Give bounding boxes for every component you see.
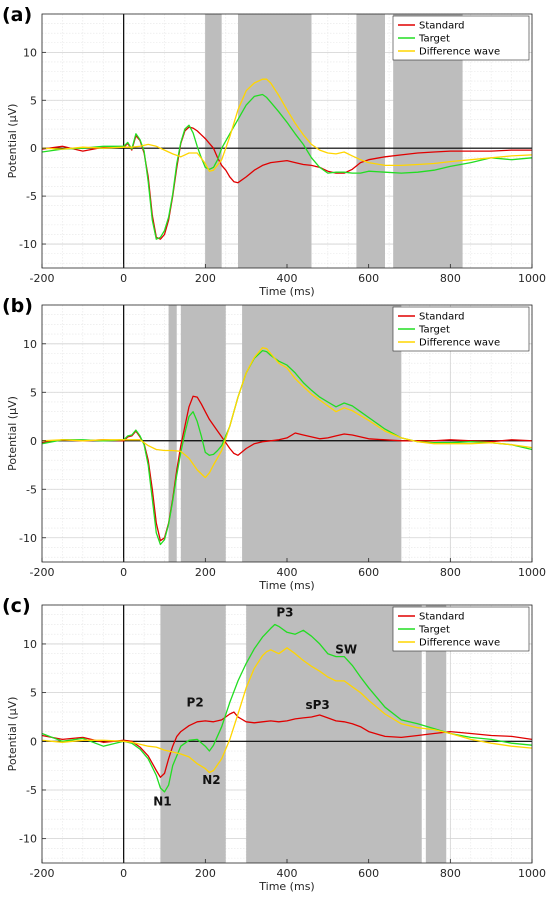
panel-c: -200 0 200 400 600 800 1000 -10 -5 0 5 10 Time (ms) P… bbox=[2, 595, 546, 893]
y-tick-label: -5 bbox=[26, 190, 37, 203]
legend-box bbox=[392, 606, 530, 652]
x-tick-label: -200 bbox=[30, 867, 55, 880]
legend-entry: Difference wave bbox=[419, 47, 500, 58]
y-tick-label: 0 bbox=[30, 142, 37, 155]
y-axis-label: Potential (μV) bbox=[6, 697, 19, 772]
series-line-standard bbox=[41, 711, 533, 778]
significance-shade bbox=[425, 605, 447, 863]
legend-entry: Standard bbox=[419, 21, 465, 32]
component-annotation: P2 bbox=[187, 695, 204, 709]
y-tick-label: -5 bbox=[26, 784, 37, 797]
panel-label: (a) bbox=[2, 4, 32, 26]
series-line-difference-wave bbox=[41, 647, 533, 774]
x-tick-label: 1000 bbox=[518, 867, 546, 880]
legend-entry: Difference wave bbox=[419, 638, 500, 649]
significance-shade bbox=[356, 14, 385, 268]
series-line-difference-wave bbox=[41, 347, 533, 479]
x-tick-label: 200 bbox=[195, 272, 216, 285]
y-tick-label: 0 bbox=[30, 735, 37, 748]
significance-shade bbox=[160, 605, 226, 863]
x-tick-label: 0 bbox=[120, 566, 127, 579]
legend-entry: Target bbox=[418, 34, 450, 45]
legend-box bbox=[392, 306, 530, 352]
panel-a: -200 0 200 400 600 800 1000 -10 -5 0 5 10 Time (ms) P… bbox=[2, 4, 546, 298]
y-tick-label: 10 bbox=[23, 338, 37, 351]
panel-b: -200 0 200 400 600 800 1000 -10 -5 0 5 10 Time (ms) P… bbox=[2, 295, 546, 592]
component-annotation: sP3 bbox=[305, 698, 329, 712]
y-tick-label: -5 bbox=[26, 483, 37, 496]
component-annotation: N2 bbox=[202, 773, 220, 787]
x-tick-label: 0 bbox=[120, 867, 127, 880]
x-axis-label: Time (ms) bbox=[258, 880, 314, 893]
legend-entry: Target bbox=[418, 625, 450, 636]
x-tick-label: 600 bbox=[358, 566, 379, 579]
component-annotation: SW bbox=[335, 643, 357, 657]
series-line-target bbox=[41, 93, 533, 240]
component-annotation: P3 bbox=[276, 606, 293, 620]
legend-box bbox=[392, 15, 530, 61]
x-tick-label: 200 bbox=[195, 566, 216, 579]
x-tick-label: 800 bbox=[440, 566, 461, 579]
x-tick-label: 800 bbox=[440, 272, 461, 285]
y-tick-label: 5 bbox=[30, 94, 37, 107]
x-tick-label: 400 bbox=[277, 867, 298, 880]
y-tick-label: 10 bbox=[23, 638, 37, 651]
y-tick-label: 5 bbox=[30, 687, 37, 700]
legend-entry: Standard bbox=[419, 312, 465, 323]
significance-shade bbox=[238, 14, 312, 268]
y-tick-label: -10 bbox=[19, 532, 37, 545]
x-axis-label: Time (ms) bbox=[258, 579, 314, 592]
legend-entry: Standard bbox=[419, 612, 465, 623]
x-tick-label: 0 bbox=[120, 272, 127, 285]
legend-entry: Difference wave bbox=[419, 338, 500, 349]
y-tick-label: 5 bbox=[30, 386, 37, 399]
y-axis-label: Potential (μV) bbox=[6, 104, 19, 179]
component-annotation: N1 bbox=[153, 795, 171, 809]
x-tick-label: -200 bbox=[30, 566, 55, 579]
significance-shade bbox=[242, 305, 402, 562]
series-line-difference-wave bbox=[41, 78, 533, 172]
x-tick-label: 400 bbox=[277, 566, 298, 579]
significance-shade bbox=[246, 605, 422, 863]
significance-shade bbox=[180, 305, 226, 562]
series-line-target bbox=[41, 623, 533, 793]
x-tick-label: 200 bbox=[195, 867, 216, 880]
x-tick-label: 600 bbox=[358, 272, 379, 285]
y-tick-label: 0 bbox=[30, 435, 37, 448]
panel-label: (c) bbox=[2, 595, 31, 617]
y-tick-label: -10 bbox=[19, 833, 37, 846]
legend-entry: Target bbox=[418, 325, 450, 336]
y-tick-label: 10 bbox=[23, 46, 37, 59]
y-tick-label: -10 bbox=[19, 238, 37, 251]
x-tick-label: -200 bbox=[30, 272, 55, 285]
series-line-target bbox=[41, 349, 533, 546]
x-axis-label: Time (ms) bbox=[258, 285, 314, 298]
panel-label: (b) bbox=[2, 295, 33, 317]
x-tick-label: 1000 bbox=[518, 566, 546, 579]
x-tick-label: 400 bbox=[277, 272, 298, 285]
x-tick-label: 600 bbox=[358, 867, 379, 880]
significance-shade bbox=[205, 14, 222, 268]
x-tick-label: 1000 bbox=[518, 272, 546, 285]
significance-shade bbox=[168, 305, 177, 562]
y-axis-label: Potential (μV) bbox=[6, 396, 19, 471]
x-tick-label: 800 bbox=[440, 867, 461, 880]
